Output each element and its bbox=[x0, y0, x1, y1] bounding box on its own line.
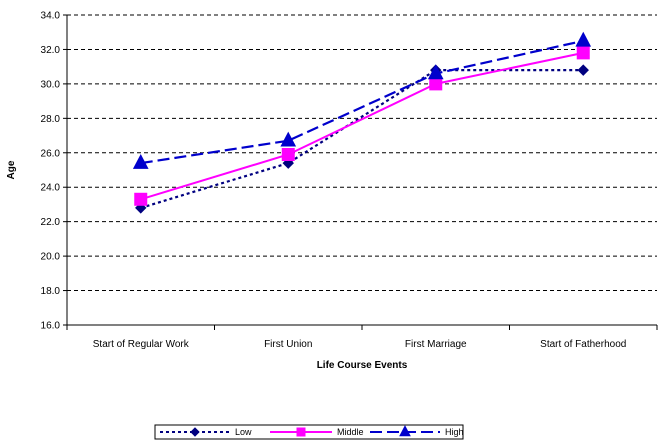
x-tick-label: First Marriage bbox=[405, 339, 467, 350]
series-high bbox=[132, 31, 592, 169]
y-tick-label: 16.0 bbox=[41, 321, 61, 332]
data-point-middle bbox=[134, 192, 148, 206]
x-tick-labels: Start of Regular Work First Union First Ma… bbox=[93, 339, 627, 350]
legend-label: High bbox=[445, 427, 464, 437]
y-tick-labels: 16.0 18.0 20.0 22.0 24.0 26.0 28.0 30.0 32.0 34.0 bbox=[41, 11, 61, 332]
y-tick-label: 20.0 bbox=[41, 252, 61, 263]
legend-item-high: High bbox=[370, 425, 464, 437]
axes bbox=[66, 15, 657, 326]
y-axis-title: Age bbox=[6, 160, 17, 179]
legend-item-middle: Middle bbox=[270, 427, 364, 437]
y-tick-label: 32.0 bbox=[41, 45, 61, 56]
y-tick-label: 22.0 bbox=[41, 217, 61, 228]
y-tick-label: 26.0 bbox=[41, 148, 61, 159]
series-line-high bbox=[140, 39, 584, 165]
y-tick-label: 18.0 bbox=[41, 286, 61, 297]
y-tick-label: 28.0 bbox=[41, 114, 61, 125]
y-tick-label: 34.0 bbox=[41, 11, 61, 22]
y-tick-label: 30.0 bbox=[41, 79, 61, 90]
x-tick-label: First Union bbox=[264, 339, 312, 350]
legend-item-low: Low bbox=[160, 427, 252, 437]
gridlines bbox=[63, 14, 658, 330]
legend-label: Middle bbox=[337, 427, 364, 437]
series-middle bbox=[134, 46, 590, 206]
y-tick-label: 24.0 bbox=[41, 183, 61, 194]
series-low bbox=[135, 64, 589, 214]
data-point-high bbox=[575, 31, 592, 47]
data-point-middle bbox=[429, 77, 443, 91]
series bbox=[132, 31, 592, 214]
legend-marker bbox=[296, 427, 306, 437]
data-point-middle bbox=[576, 46, 590, 60]
series-line-low bbox=[140, 69, 584, 209]
data-point-middle bbox=[281, 148, 295, 161]
data-point-high bbox=[280, 131, 297, 147]
x-tick-label: Start of Regular Work bbox=[93, 339, 190, 350]
x-tick-label: Start of Fatherhood bbox=[540, 339, 626, 350]
data-point-high bbox=[427, 64, 444, 80]
data-point-high bbox=[132, 153, 149, 169]
legend-marker bbox=[190, 427, 200, 437]
x-axis-title: Life Course Events bbox=[317, 360, 408, 371]
legend-label: Low bbox=[235, 427, 252, 437]
data-point-low bbox=[577, 64, 589, 76]
legend: Low Middle High bbox=[154, 424, 464, 440]
series-line-middle bbox=[140, 51, 584, 201]
legend-marker bbox=[399, 425, 411, 437]
